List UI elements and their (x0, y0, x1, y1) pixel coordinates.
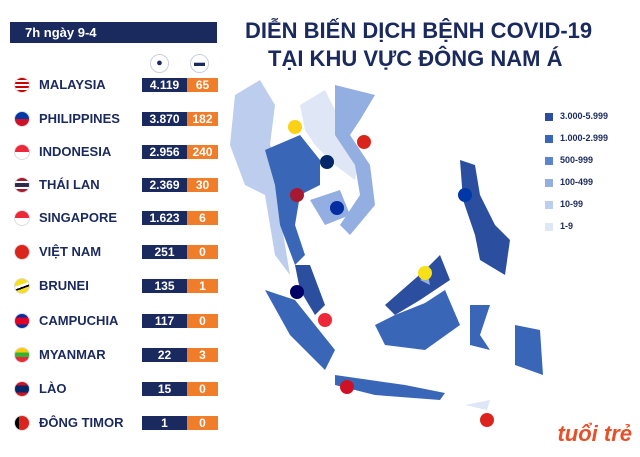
date-header: 7h ngày 9-4 (10, 22, 217, 43)
timor-map-flag (480, 413, 494, 427)
legend-label: 1.000-2.999 (560, 133, 609, 143)
map-laos (300, 90, 360, 180)
legend-swatch (545, 134, 553, 143)
country-row: VIỆT NAM 251 0 (14, 244, 218, 260)
cases-count: 1 (142, 416, 187, 430)
cases-count: 4.119 (142, 78, 187, 92)
legend-item: 10-99 (545, 199, 583, 209)
laos-map-flag (320, 155, 334, 169)
country-name: ĐÔNG TIMOR (39, 415, 124, 430)
deaths-count: 3 (187, 348, 218, 362)
country-row: MALAYSIA 4.119 65 (14, 77, 218, 93)
country-name: PHILIPPINES (39, 111, 120, 126)
country-name: SINGAPORE (39, 210, 118, 225)
legend-label: 500-999 (560, 155, 594, 165)
deaths-count: 0 (187, 314, 218, 328)
country-row: SINGAPORE 1.623 6 (14, 210, 218, 226)
myanmar-map-flag (288, 120, 302, 134)
country-row: INDONESIA 2.956 240 (14, 144, 218, 160)
myanmar-flag-icon (14, 347, 30, 363)
country-name: VIỆT NAM (39, 244, 102, 259)
thailand-flag-icon (14, 177, 30, 193)
country-row: LÀO 15 0 (14, 381, 218, 397)
sea-map (230, 80, 543, 427)
bed-icon: ▬ (190, 54, 209, 73)
country-row: PHILIPPINES 3.870 182 (14, 111, 218, 127)
legend-item: 1-9 (545, 221, 573, 231)
deaths-count: 65 (187, 78, 218, 92)
singapore-map-flag (318, 313, 332, 327)
legend-swatch (545, 178, 553, 187)
deaths-count: 240 (187, 145, 218, 159)
map-philippines (460, 160, 510, 275)
cases-count: 251 (142, 245, 187, 259)
legend-item: 1.000-2.999 (545, 133, 608, 143)
philippines-map-flag (458, 188, 472, 202)
country-name: INDONESIA (39, 144, 112, 159)
country-row: CAMPUCHIA 117 0 (14, 313, 218, 329)
indonesia-flag-icon (14, 144, 30, 160)
map-malaysia (295, 255, 450, 315)
brunei-map-flag (418, 266, 432, 280)
legend-swatch (545, 200, 553, 209)
brunei-flag-icon (14, 278, 30, 294)
deaths-count: 0 (187, 245, 218, 259)
country-row: ĐÔNG TIMOR 1 0 (14, 415, 218, 431)
title-line2: TẠI KHU VỰC ĐÔNG NAM Á (268, 46, 563, 71)
malaysia-map-flag (290, 285, 304, 299)
cases-count: 2.956 (142, 145, 187, 159)
deaths-count: 30 (187, 178, 218, 192)
vietnam-flag-icon (14, 244, 30, 260)
country-name: BRUNEI (39, 278, 89, 293)
map-cambodia (310, 190, 350, 225)
cambodia-flag-icon (14, 313, 30, 329)
timor-flag-icon (14, 415, 30, 431)
cases-count: 2.369 (142, 178, 187, 192)
country-name: THÁI LAN (39, 177, 100, 192)
indonesia-map-flag (340, 380, 354, 394)
legend-swatch (545, 222, 553, 231)
deaths-count: 0 (187, 382, 218, 396)
philippines-flag-icon (14, 111, 30, 127)
deaths-count: 6 (187, 211, 218, 225)
map-vietnam (335, 85, 375, 235)
legend-label: 3.000-5.999 (560, 111, 609, 121)
deaths-count: 182 (187, 112, 218, 126)
singapore-flag-icon (14, 210, 30, 226)
country-row: BRUNEI 135 1 (14, 278, 218, 294)
cases-count: 117 (142, 314, 187, 328)
cambodia-map-flag (330, 201, 344, 215)
vietnam-map-flag (357, 135, 371, 149)
tuoi-tre-logo: tuổi trẻ (557, 421, 632, 446)
country-name: MYANMAR (39, 347, 106, 362)
deaths-count: 0 (187, 416, 218, 430)
cases-count: 1.623 (142, 211, 187, 225)
legend-label: 1-9 (560, 221, 574, 231)
legend-item: 100-499 (545, 177, 593, 187)
title-line1: DIỄN BIẾN DỊCH BỆNH COVID-19 (245, 18, 593, 43)
cases-count: 3.870 (142, 112, 187, 126)
malaysia-flag-icon (14, 77, 30, 93)
legend-item: 3.000-5.999 (545, 111, 608, 121)
laos-flag-icon (14, 381, 30, 397)
deaths-count: 1 (187, 279, 218, 293)
legend-swatch (545, 156, 553, 165)
person-head-icon: ● (150, 54, 169, 73)
legend-label: 100-499 (560, 177, 594, 187)
country-row: MYANMAR 22 3 (14, 347, 218, 363)
cases-count: 22 (142, 348, 187, 362)
map-timor (465, 400, 490, 410)
cases-count: 15 (142, 382, 187, 396)
country-name: LÀO (39, 381, 67, 396)
cases-count: 135 (142, 279, 187, 293)
country-name: MALAYSIA (39, 77, 106, 92)
country-name: CAMPUCHIA (39, 313, 119, 328)
legend-swatch (545, 112, 553, 121)
thailand-map-flag (290, 188, 304, 202)
legend-item: 500-999 (545, 155, 593, 165)
map-myanmar (230, 80, 290, 275)
map-indonesia (265, 290, 543, 400)
legend-label: 10-99 (560, 199, 584, 209)
country-row: THÁI LAN 2.369 30 (14, 177, 218, 193)
